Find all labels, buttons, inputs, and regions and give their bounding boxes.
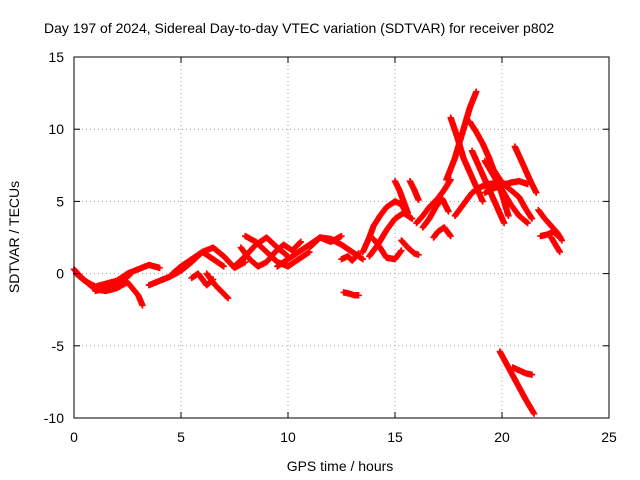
series-sat-m (338, 250, 362, 264)
series-sat-q (370, 235, 405, 263)
series-sat-ak (509, 364, 536, 378)
x-axis-label: GPS time / hours (287, 458, 394, 474)
x-tick-label: 20 (494, 429, 510, 445)
data-point (500, 219, 508, 227)
data-point (446, 231, 454, 239)
series-sat-c (92, 271, 133, 295)
series-sat-ah (537, 228, 563, 241)
data-point (126, 271, 133, 279)
data-points (70, 88, 566, 417)
data-point (224, 294, 232, 302)
data-point (354, 251, 361, 258)
data-point (338, 232, 345, 240)
series-sat-x (443, 88, 480, 183)
plot-frame (73, 56, 610, 419)
x-tick-label: 5 (177, 429, 185, 445)
data-point (156, 264, 163, 272)
data-point (479, 198, 486, 205)
series-sat-e (169, 244, 249, 277)
data-point (524, 219, 531, 227)
data-point (359, 255, 367, 263)
y-tick-label: 15 (48, 49, 64, 65)
data-point (398, 247, 405, 254)
data-point (355, 292, 362, 299)
data-point (556, 234, 563, 241)
series-sat-aj (496, 348, 538, 417)
data-point (528, 371, 536, 378)
series-sat-n (340, 289, 362, 299)
data-point (404, 209, 412, 217)
data-point (355, 250, 362, 257)
data-point (555, 233, 563, 240)
data-point (408, 215, 416, 222)
y-tick-label: 5 (56, 193, 64, 209)
series-sat-o (359, 198, 412, 256)
data-point (505, 212, 512, 220)
data-point (556, 248, 563, 256)
data-point (296, 239, 304, 246)
data-point (445, 208, 452, 215)
data-point (528, 215, 536, 222)
x-tick-label: 25 (601, 429, 617, 445)
y-tick-label: -10 (44, 410, 64, 426)
data-point (533, 189, 540, 196)
y-tick-label: 0 (56, 266, 64, 282)
data-point (473, 88, 480, 95)
y-axis-ticks: -10 -5 0 5 10 15 (44, 49, 609, 426)
series-sat-v (419, 195, 452, 231)
x-tick-label: 0 (70, 429, 78, 445)
data-point (397, 248, 404, 255)
series-sat-r (398, 237, 422, 259)
series-sat-ab (468, 147, 508, 227)
data-point (447, 232, 454, 240)
x-tick-label: 10 (280, 429, 296, 445)
series-sat-p (366, 209, 416, 260)
series-sat-ai (548, 234, 563, 256)
series-sat-s (391, 177, 412, 217)
y-axis-label: SDTVAR / TECUs (6, 181, 22, 293)
data-point (415, 196, 422, 204)
data-point (208, 277, 216, 284)
data-point (415, 251, 422, 259)
series-sat-t (406, 177, 422, 204)
data-point (139, 302, 146, 309)
series-sat-w (430, 224, 454, 241)
chart-title: Day 197 of 2024, Sidereal Day-to-day VTE… (44, 20, 554, 36)
x-axis-ticks: 0 5 10 15 20 25 (70, 57, 617, 445)
y-tick-label: 10 (48, 121, 64, 137)
series-sat-af (511, 143, 540, 196)
data-point (209, 276, 217, 283)
series-sat-ae (490, 166, 536, 222)
data-point (220, 263, 227, 270)
data-point (523, 219, 530, 226)
data-point (297, 238, 305, 246)
data-point (224, 294, 231, 301)
x-tick-label: 15 (387, 429, 403, 445)
data-point (530, 410, 538, 417)
y-tick-label: -5 (52, 338, 65, 354)
series-sat-g (188, 270, 217, 289)
